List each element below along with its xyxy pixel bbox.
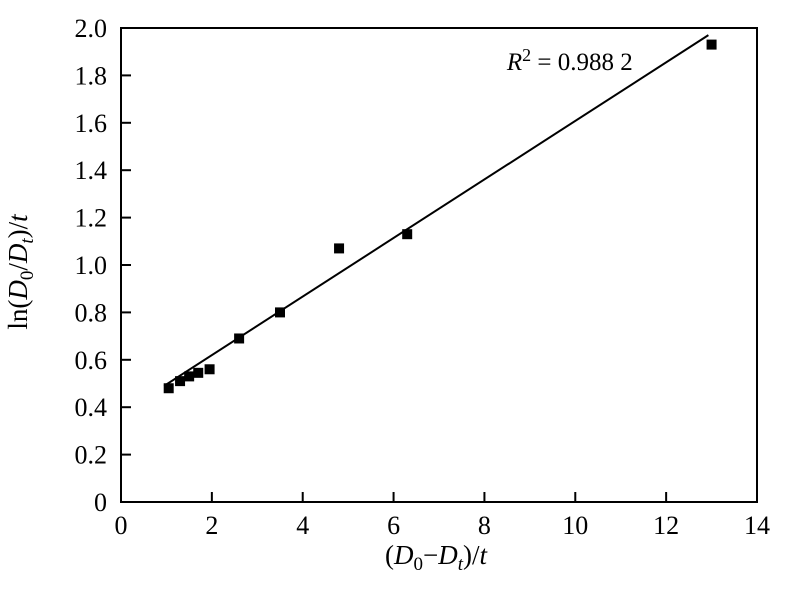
x-tick-label: 0 (115, 511, 128, 540)
data-point-square (334, 243, 345, 254)
y-tick-label: 1.4 (75, 156, 108, 185)
data-point-square (275, 307, 285, 318)
y-tick-label: 2.0 (75, 14, 108, 43)
x-tick-label: 14 (744, 511, 770, 540)
y-tick-label: 0.6 (75, 346, 108, 375)
x-tick-label: 4 (296, 511, 309, 540)
data-point-square (184, 371, 195, 382)
data-point-square (402, 229, 413, 240)
x-tick-label: 8 (478, 511, 491, 540)
y-tick-label: 0.4 (75, 393, 108, 422)
y-tick-label: 0.8 (75, 298, 108, 327)
y-tick-label: 1.6 (75, 109, 108, 138)
fit-line (163, 34, 709, 387)
x-tick-label: 12 (653, 511, 679, 540)
r-squared-annotation: R2 = 0.988 2 (506, 45, 633, 76)
y-tick-label: 0.2 (75, 441, 108, 470)
y-tick-label: 0 (94, 488, 107, 517)
data-point-square (163, 383, 174, 394)
x-tick-label: 2 (205, 511, 218, 540)
plot-border (120, 27, 758, 503)
data-point-square (234, 333, 245, 344)
data-point-square (706, 39, 717, 50)
y-tick-label: 1.2 (75, 204, 108, 233)
y-tick-label: 1.8 (75, 61, 108, 90)
x-axis-label: (D0−Dt)/t (385, 540, 489, 575)
y-axis-label: ln(D0/Dt)/t (3, 213, 38, 330)
data-point-square (175, 376, 186, 387)
data-point-square (193, 367, 204, 378)
y-tick-label: 1.0 (75, 251, 108, 280)
x-tick-label: 6 (387, 511, 400, 540)
x-tick-label: 10 (562, 511, 588, 540)
data-point-square (204, 364, 215, 375)
